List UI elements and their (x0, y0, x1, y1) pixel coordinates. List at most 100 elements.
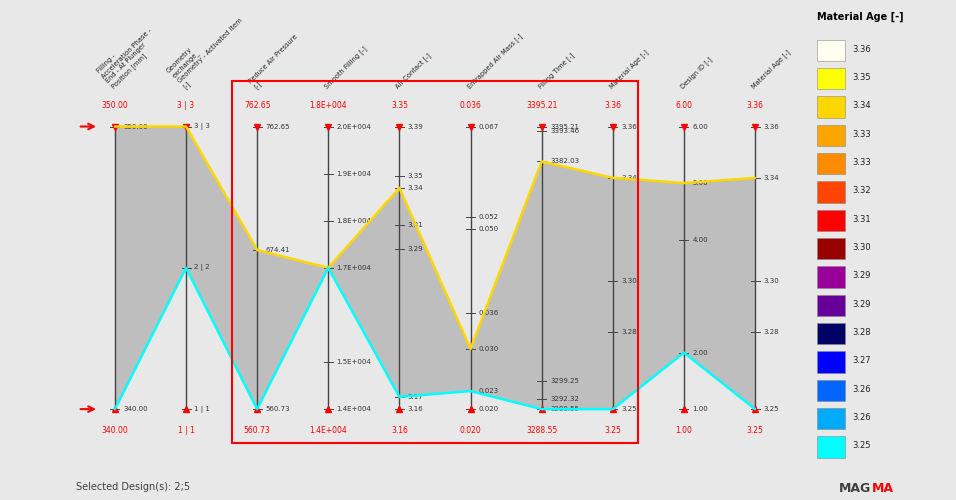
Text: 3395.21: 3395.21 (550, 124, 579, 130)
Text: 3.17: 3.17 (408, 394, 424, 400)
Text: 3.36: 3.36 (747, 100, 764, 110)
Text: 560.73: 560.73 (244, 426, 271, 435)
Text: 3.30: 3.30 (621, 278, 637, 283)
Bar (817, 210, 845, 231)
Text: 3.33: 3.33 (852, 158, 871, 167)
Text: 0.036: 0.036 (460, 100, 482, 110)
Text: Geometry
exchange_
Geometry - Activated Item
[-]: Geometry exchange_ Geometry - Activated … (166, 7, 249, 90)
Text: 674.41: 674.41 (266, 247, 290, 253)
Text: 0.020: 0.020 (479, 406, 499, 412)
Text: 3.27: 3.27 (852, 356, 871, 366)
Bar (817, 68, 845, 90)
Text: 3.36: 3.36 (764, 124, 779, 130)
Text: Design ID [-]: Design ID [-] (679, 56, 713, 90)
Text: 3.34: 3.34 (764, 175, 779, 181)
Text: 3.35: 3.35 (852, 73, 871, 82)
Text: 3 | 3: 3 | 3 (194, 123, 210, 130)
Text: 1.00: 1.00 (676, 426, 692, 435)
Bar (817, 96, 845, 117)
Text: 3382.03: 3382.03 (550, 158, 579, 164)
Text: 1.00: 1.00 (692, 406, 708, 412)
Bar (817, 182, 845, 203)
Text: Entrapped Air Mass [-]: Entrapped Air Mass [-] (466, 32, 523, 90)
Text: 3.34: 3.34 (621, 175, 637, 181)
Text: 3.26: 3.26 (852, 413, 871, 422)
Text: 3.30: 3.30 (852, 243, 871, 252)
Text: 4.00: 4.00 (692, 236, 707, 242)
Text: 0.030: 0.030 (479, 346, 499, 352)
Text: Smooth Filling [-]: Smooth Filling [-] (323, 45, 368, 90)
Text: Filling -
Acceleration Phase -
End - At Plunger
Position [mm]: Filling - Acceleration Phase - End - At … (96, 22, 163, 90)
Text: 3.29: 3.29 (852, 300, 871, 308)
Text: 3.25: 3.25 (852, 442, 871, 450)
Bar (817, 436, 845, 458)
Text: Reduce Air Pressure
[-]: Reduce Air Pressure [-] (248, 33, 304, 90)
Text: 3299.25: 3299.25 (550, 378, 579, 384)
Text: 2 | 2: 2 | 2 (194, 264, 210, 272)
Text: 3.39: 3.39 (408, 124, 424, 130)
Text: 2.0E+004: 2.0E+004 (337, 124, 371, 130)
Text: 3.26: 3.26 (852, 384, 871, 394)
Text: 350.00: 350.00 (101, 100, 128, 110)
Text: 3.28: 3.28 (764, 329, 779, 335)
Text: 3.29: 3.29 (408, 246, 424, 252)
Bar (817, 266, 845, 287)
Text: 762.65: 762.65 (266, 124, 290, 130)
Text: 1.7E+004: 1.7E+004 (337, 265, 372, 271)
Bar (817, 380, 845, 401)
Text: 3393.46: 3393.46 (550, 128, 579, 134)
Text: Filling Time [-]: Filling Time [-] (537, 52, 576, 90)
Text: MA: MA (872, 482, 894, 496)
Text: 3.36: 3.36 (604, 100, 621, 110)
Text: 3292.32: 3292.32 (550, 396, 579, 402)
Text: 0.020: 0.020 (460, 426, 482, 435)
Text: 1.8E+004: 1.8E+004 (337, 218, 372, 224)
Text: Air Contact [-]: Air Contact [-] (395, 52, 433, 90)
Text: 3.36: 3.36 (852, 44, 871, 54)
Text: 3288.55: 3288.55 (550, 406, 579, 412)
Text: 3.16: 3.16 (408, 406, 424, 412)
Text: 0.052: 0.052 (479, 214, 499, 220)
Bar (817, 40, 845, 61)
Text: 1.5E+004: 1.5E+004 (337, 359, 371, 365)
Text: 1.4E+004: 1.4E+004 (310, 426, 347, 435)
Text: 1.8E+004: 1.8E+004 (310, 100, 347, 110)
Text: 1 | 1: 1 | 1 (194, 406, 210, 412)
Text: 762.65: 762.65 (244, 100, 271, 110)
Bar (817, 125, 845, 146)
Text: Selected Design(s): 2;5: Selected Design(s): 2;5 (76, 482, 190, 492)
Bar (231, 82, 639, 443)
Bar (817, 153, 845, 174)
Bar (817, 295, 845, 316)
Text: 3.28: 3.28 (852, 328, 871, 337)
Text: 1 | 1: 1 | 1 (178, 426, 194, 435)
Text: 3.29: 3.29 (852, 272, 871, 280)
Text: 3.25: 3.25 (747, 426, 764, 435)
Text: 3.30: 3.30 (764, 278, 779, 283)
Text: 3.25: 3.25 (764, 406, 779, 412)
Text: 0.023: 0.023 (479, 388, 499, 394)
Text: 2.00: 2.00 (692, 350, 707, 356)
Text: 1.4E+004: 1.4E+004 (337, 406, 371, 412)
Text: 6.00: 6.00 (692, 124, 708, 130)
Text: 560.73: 560.73 (266, 406, 290, 412)
Text: 3.33: 3.33 (852, 130, 871, 138)
Bar (817, 238, 845, 260)
Text: 3.35: 3.35 (408, 172, 424, 178)
Text: 340.00: 340.00 (101, 426, 128, 435)
Text: 350.00: 350.00 (123, 124, 148, 130)
Text: Material Age [-]: Material Age [-] (817, 12, 904, 22)
Text: 5.00: 5.00 (692, 180, 707, 186)
Text: Material Age [-]: Material Age [-] (750, 48, 792, 90)
Bar (817, 323, 845, 344)
Polygon shape (115, 126, 755, 409)
Text: 1.9E+004: 1.9E+004 (337, 170, 372, 176)
Text: 3.34: 3.34 (408, 185, 424, 191)
Text: 3.31: 3.31 (852, 214, 871, 224)
Text: 3.31: 3.31 (408, 222, 424, 228)
Text: 3288.55: 3288.55 (526, 426, 557, 435)
Text: 0.050: 0.050 (479, 226, 499, 232)
Text: 3.25: 3.25 (604, 426, 621, 435)
Text: 3.28: 3.28 (621, 329, 637, 335)
Text: 3.34: 3.34 (852, 102, 871, 110)
